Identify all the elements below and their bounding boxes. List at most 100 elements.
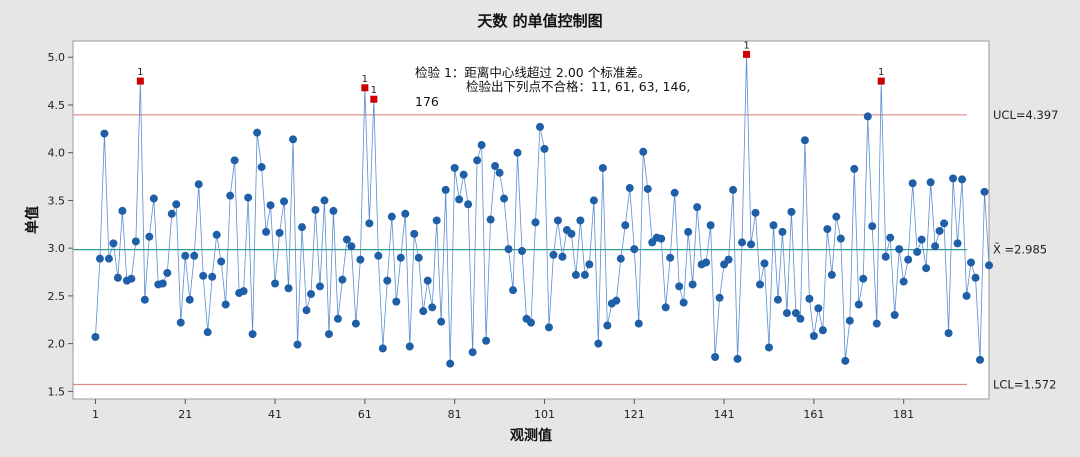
data-point — [203, 328, 212, 337]
data-point — [953, 239, 962, 248]
data-point — [643, 184, 652, 193]
data-point — [580, 270, 589, 279]
x-tick-label: 21 — [178, 408, 192, 421]
data-point — [980, 187, 989, 196]
data-point — [657, 234, 666, 243]
data-point — [181, 251, 190, 260]
data-point — [922, 264, 931, 273]
data-point — [342, 235, 351, 244]
flagged-point-label: 1 — [743, 40, 749, 51]
data-point — [432, 216, 441, 225]
data-point — [477, 141, 486, 150]
data-point — [747, 240, 756, 249]
data-point — [365, 219, 374, 228]
data-point — [284, 284, 293, 293]
data-point — [666, 253, 675, 262]
data-point — [527, 318, 535, 327]
x-tick-label: 1 — [92, 408, 99, 421]
data-point — [567, 229, 576, 238]
data-point — [769, 221, 778, 230]
data-point — [280, 197, 289, 206]
data-point — [446, 359, 455, 368]
data-point — [818, 326, 827, 335]
data-point — [589, 196, 598, 205]
data-point — [396, 253, 405, 262]
data-point — [298, 223, 306, 232]
data-point — [733, 354, 742, 363]
data-point — [437, 317, 446, 326]
data-point — [95, 254, 104, 263]
flagged-point-label: 1 — [362, 74, 368, 85]
data-point — [468, 348, 477, 357]
data-point — [908, 179, 917, 188]
x-tick-label: 181 — [893, 408, 914, 421]
data-point — [684, 227, 693, 236]
data-point — [845, 316, 854, 325]
data-point — [118, 206, 127, 215]
data-point — [333, 314, 342, 323]
y-axis-title: 单值 — [24, 206, 41, 234]
data-point — [531, 218, 540, 227]
flagged-point — [370, 95, 378, 103]
x-tick-label: 121 — [624, 408, 645, 421]
data-point — [904, 255, 913, 264]
data-point — [410, 229, 419, 238]
data-point — [145, 232, 154, 241]
data-point — [226, 191, 235, 200]
data-point — [293, 340, 302, 349]
data-point — [711, 352, 720, 361]
data-point — [351, 319, 360, 328]
data-point — [616, 254, 625, 263]
flagged-point — [743, 50, 751, 58]
test-annotation-line1: 检验 1：距离中心线超过 2.00 个标准差。 — [415, 65, 650, 80]
flagged-point-label: 1 — [371, 85, 377, 96]
data-point — [751, 208, 760, 217]
data-point — [109, 239, 118, 248]
data-point — [661, 303, 670, 312]
flagged-point — [361, 84, 369, 92]
data-point — [778, 227, 787, 236]
data-point — [383, 276, 392, 285]
data-point — [706, 221, 715, 230]
data-point — [473, 156, 482, 165]
data-point — [917, 235, 926, 244]
data-point — [482, 336, 491, 345]
data-point — [841, 356, 850, 365]
y-tick-label: 3.0 — [48, 242, 66, 255]
data-point — [486, 215, 495, 224]
data-point — [91, 332, 100, 341]
data-point — [724, 255, 733, 264]
ucl-label: UCL=4.397 — [993, 108, 1058, 122]
data-point — [544, 323, 553, 332]
data-point — [827, 270, 836, 279]
test-annotation-line3: 176 — [415, 94, 439, 109]
data-point — [158, 279, 167, 288]
data-point — [190, 251, 199, 260]
y-tick-label: 4.0 — [48, 147, 66, 160]
x-axis-title: 观测值 — [510, 427, 552, 444]
x-tick-label: 61 — [358, 408, 372, 421]
data-point — [836, 234, 845, 243]
x-tick-label: 41 — [268, 408, 282, 421]
data-point — [208, 272, 217, 281]
flagged-point-label: 1 — [878, 67, 884, 78]
data-point — [886, 233, 895, 242]
data-point — [509, 286, 518, 295]
data-point — [679, 298, 688, 307]
data-point — [306, 289, 315, 298]
data-point — [441, 185, 450, 194]
data-point — [913, 247, 922, 256]
data-point — [172, 200, 181, 209]
data-point — [212, 230, 221, 239]
data-point — [702, 258, 711, 267]
data-point — [266, 201, 275, 210]
data-point — [738, 238, 747, 247]
data-point — [796, 314, 805, 323]
y-tick-label: 2.5 — [48, 290, 66, 303]
data-point — [140, 295, 149, 304]
data-point — [378, 344, 387, 353]
data-point — [244, 193, 253, 202]
flagged-point — [877, 77, 885, 85]
